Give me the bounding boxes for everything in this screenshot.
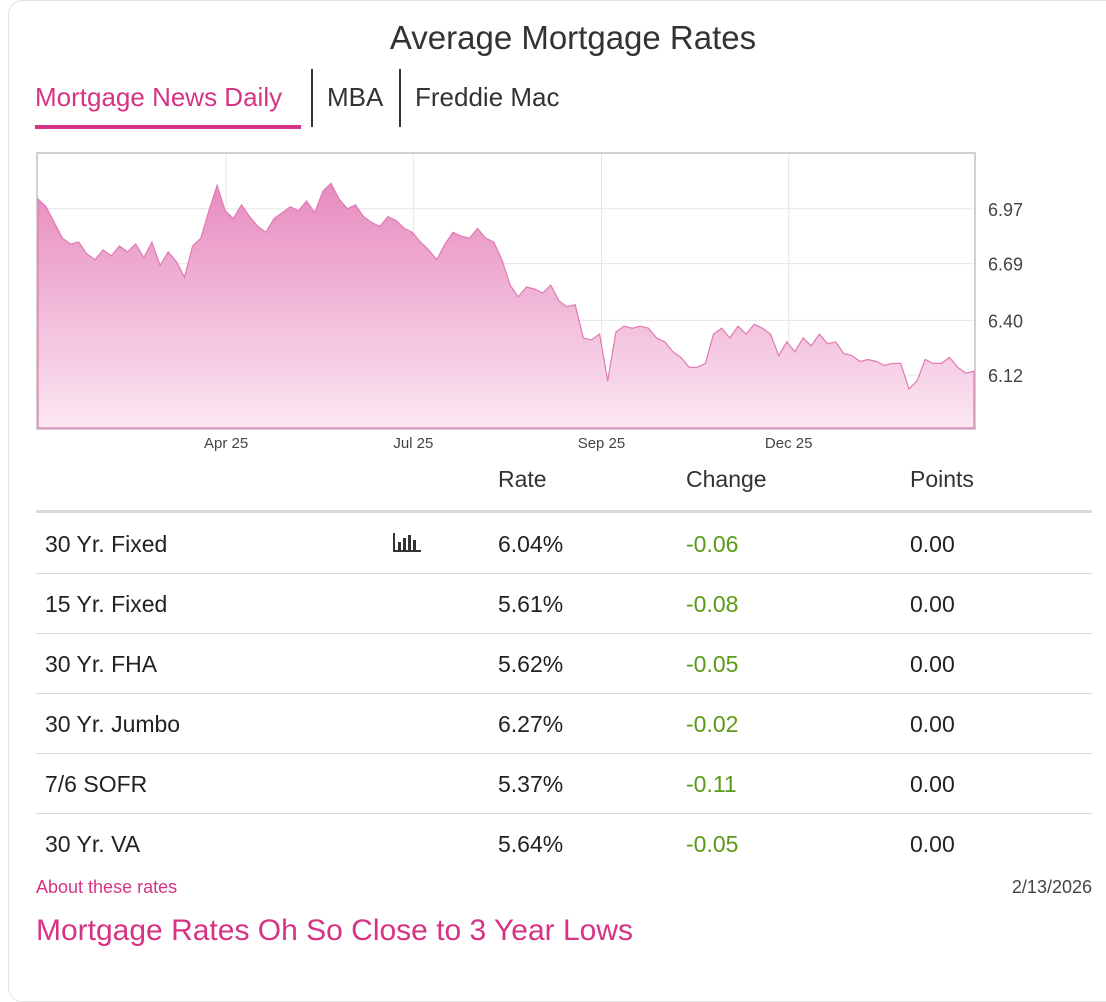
rate-history-chart[interactable]: 6.97 6.69 6.40 6.12 Apr 25 Jul 25 Sep 25 Dec 25 <box>0 0 1106 460</box>
bar-chart-icon[interactable] <box>392 531 422 553</box>
rate-value: 5.37% <box>498 771 564 797</box>
loan-type: 30 Yr. FHA <box>45 651 158 677</box>
points-value: 0.00 <box>910 771 955 797</box>
x-tick-label: Apr 25 <box>204 435 248 452</box>
loan-type: 30 Yr. VA <box>45 831 141 857</box>
table-row: 30 Yr. VA 5.64% -0.05 0.00 <box>36 813 1092 873</box>
tab-divider <box>311 69 313 127</box>
rate-area-series <box>37 182 975 429</box>
tab-mba[interactable]: MBA <box>327 82 384 112</box>
tab-mortgage-news-daily[interactable]: Mortgage News Daily <box>35 69 301 129</box>
table-row: 30 Yr. Fixed 6.04% -0.06 0.00 <box>36 513 1092 574</box>
x-tick-label: Jul 25 <box>393 435 433 452</box>
rates-date: 2/13/2026 <box>1011 877 1092 897</box>
y-tick-label: 6.69 <box>988 255 1023 275</box>
points-value: 0.00 <box>910 651 955 677</box>
table-row: 30 Yr. FHA 5.62% -0.05 0.00 <box>36 633 1092 694</box>
loan-type: 7/6 SOFR <box>45 771 148 797</box>
rate-value: 5.62% <box>498 651 564 677</box>
column-header-points: Points <box>910 466 974 492</box>
points-value: 0.00 <box>910 711 955 737</box>
rate-value: 6.04% <box>498 531 564 557</box>
table-row: 30 Yr. Jumbo 6.27% -0.02 0.00 <box>36 693 1092 754</box>
table-row: 15 Yr. Fixed 5.61% -0.08 0.00 <box>36 573 1092 634</box>
change-value: -0.08 <box>686 591 739 617</box>
column-header-change: Change <box>686 466 767 492</box>
headline-link[interactable]: Mortgage Rates Oh So Close to 3 Year Low… <box>36 914 634 947</box>
change-value: -0.05 <box>686 831 739 857</box>
tab-divider <box>399 69 401 127</box>
y-tick-label: 6.97 <box>988 200 1023 220</box>
x-tick-label: Sep 25 <box>578 435 626 452</box>
change-value: -0.02 <box>686 711 739 737</box>
x-tick-label: Dec 25 <box>765 435 813 452</box>
about-rates-link[interactable]: About these rates <box>36 877 178 897</box>
widget-title: Average Mortgage Rates <box>389 19 757 56</box>
loan-type: 30 Yr. Fixed <box>45 531 168 557</box>
rate-value: 5.61% <box>498 591 564 617</box>
tab-freddie-mac[interactable]: Freddie Mac <box>415 82 560 112</box>
change-value: -0.06 <box>686 531 739 557</box>
column-header-rate: Rate <box>498 466 547 492</box>
y-tick-label: 6.40 <box>988 311 1023 331</box>
header-divider <box>36 510 1092 513</box>
points-value: 0.00 <box>910 531 955 557</box>
loan-type: 30 Yr. Jumbo <box>45 711 181 737</box>
rate-value: 5.64% <box>498 831 564 857</box>
change-value: -0.05 <box>686 651 739 677</box>
rate-value: 6.27% <box>498 711 564 737</box>
points-value: 0.00 <box>910 591 955 617</box>
table-row: 7/6 SOFR 5.37% -0.11 0.00 <box>36 753 1092 814</box>
change-value: -0.11 <box>686 771 737 797</box>
points-value: 0.00 <box>910 831 955 857</box>
loan-type: 15 Yr. Fixed <box>45 591 168 617</box>
y-tick-label: 6.12 <box>988 366 1023 386</box>
